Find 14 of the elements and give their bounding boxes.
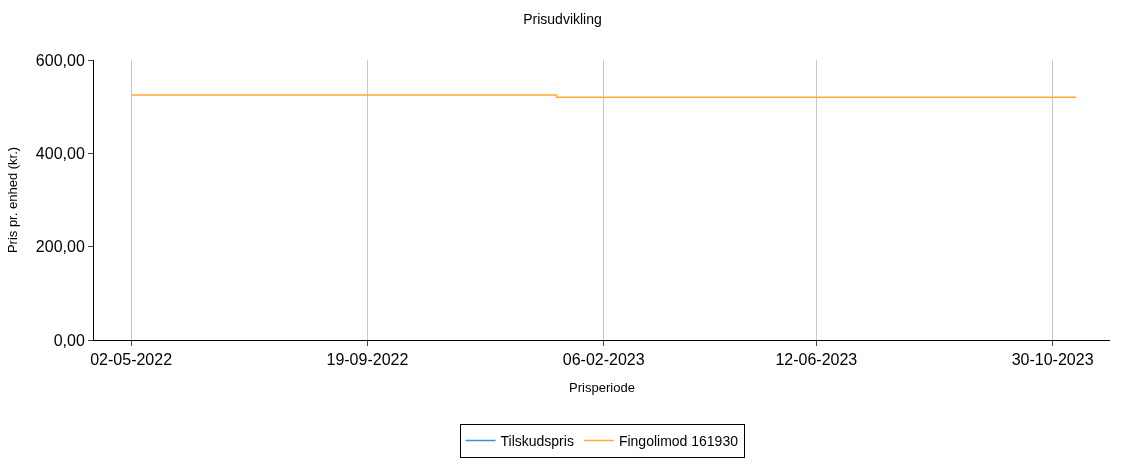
x-tick-label: 12-06-2023 xyxy=(775,351,858,369)
y-tick-label: 0,00 xyxy=(53,331,85,349)
y-axis-title: Pris pr. enhed (kr.) xyxy=(4,146,20,254)
x-axis-title: Prisperiode xyxy=(569,379,635,395)
y-tick-label: 200,00 xyxy=(35,238,85,256)
x-tick-label: 02-05-2022 xyxy=(90,351,173,369)
x-tick-label: 06-02-2023 xyxy=(562,351,645,369)
legend-label: Fingolimod 161930 xyxy=(618,433,739,450)
y-tick-label: 400,00 xyxy=(35,144,85,162)
legend-label: Tilskudspris xyxy=(500,433,574,450)
chart-title: Prisudvikling xyxy=(523,10,602,27)
x-tick-label: 30-10-2023 xyxy=(1011,351,1094,369)
y-tick-label: 600,00 xyxy=(35,51,85,69)
x-tick-label: 19-09-2022 xyxy=(326,351,409,369)
